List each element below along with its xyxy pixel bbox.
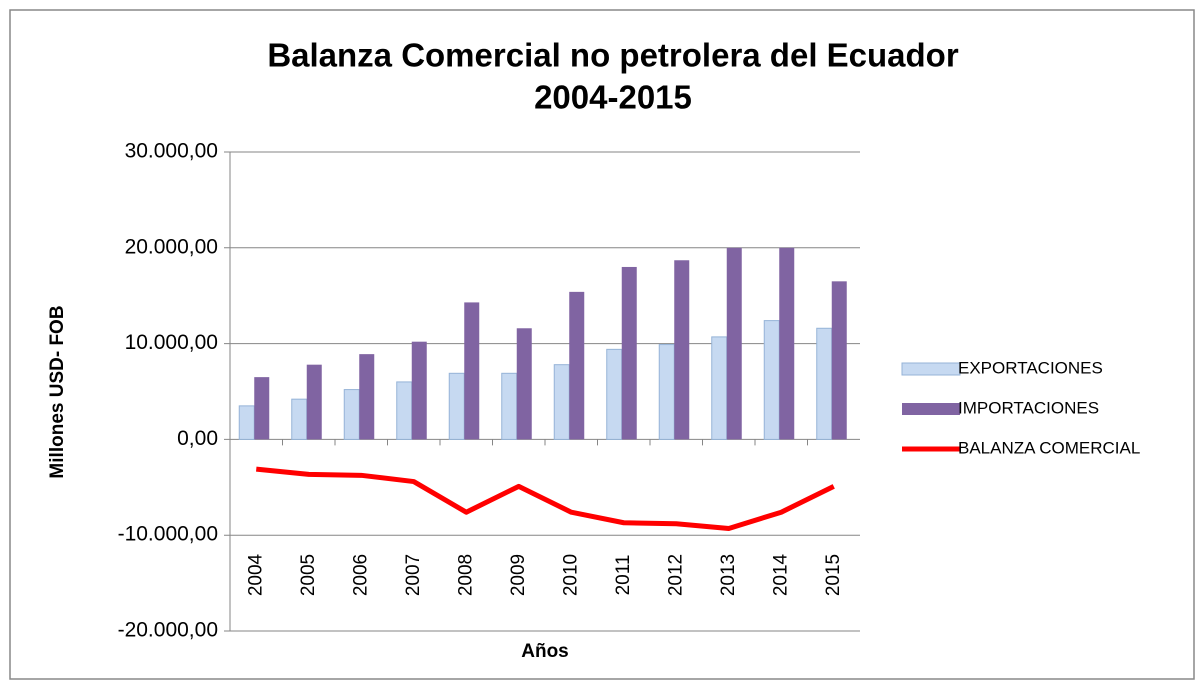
y-axis-title: Millones USD- FOB <box>47 305 68 478</box>
x-tick-label: 2015 <box>823 554 844 596</box>
legend-label: IMPORTACIONES <box>958 398 1099 417</box>
bar <box>658 344 675 440</box>
x-tick-label: 2013 <box>718 554 739 596</box>
x-axis-title: Años <box>521 641 569 662</box>
y-tick-label: 20.000,00 <box>125 235 218 258</box>
bar <box>621 266 637 440</box>
bar <box>816 327 833 440</box>
bar <box>291 398 308 440</box>
bar <box>464 302 480 440</box>
bar <box>569 291 585 440</box>
x-tick-label: 2012 <box>665 554 686 596</box>
legend-label: BALANZA COMERCIAL <box>958 438 1140 457</box>
legend-swatch <box>901 362 961 376</box>
line-series <box>256 466 835 531</box>
y-tick-label: 30.000,00 <box>125 140 218 163</box>
x-tick-label: 2009 <box>508 554 529 596</box>
x-tick-label: 2011 <box>613 555 634 596</box>
bar <box>306 364 322 440</box>
bar <box>448 372 465 440</box>
bar <box>674 260 690 440</box>
bar <box>411 341 427 440</box>
bar <box>396 381 413 440</box>
bar <box>254 377 270 440</box>
chart-frame <box>9 9 1195 680</box>
legend-swatch <box>902 403 960 415</box>
bar <box>238 405 255 440</box>
bar <box>343 389 360 440</box>
bar <box>359 354 375 440</box>
y-tick-label: 10.000,00 <box>125 331 218 354</box>
bar <box>726 247 742 440</box>
x-tick-label: 2006 <box>350 554 371 596</box>
chart-title: Balanza Comercial no petrolera del Ecuad… <box>267 37 959 74</box>
bar <box>831 281 847 440</box>
y-tick-label: -10.000,00 <box>118 523 218 546</box>
x-tick-label: 2014 <box>770 553 791 596</box>
chart-title: 2004-2015 <box>534 79 692 116</box>
bar <box>763 320 780 440</box>
y-tick-label: -20.000,00 <box>118 619 218 642</box>
legend-label: EXPORTACIONES <box>958 358 1103 377</box>
x-tick-label: 2004 <box>245 553 266 596</box>
bar <box>711 336 728 440</box>
x-tick-label: 2007 <box>403 554 424 596</box>
x-tick-label: 2005 <box>298 554 319 596</box>
bar <box>516 328 532 440</box>
bar <box>779 247 795 440</box>
bar <box>501 372 518 440</box>
y-tick-label: 0,00 <box>177 427 218 450</box>
x-tick-label: 2008 <box>455 554 476 596</box>
bar <box>606 348 623 440</box>
bar <box>553 364 570 440</box>
x-tick-label: 2010 <box>560 554 581 596</box>
